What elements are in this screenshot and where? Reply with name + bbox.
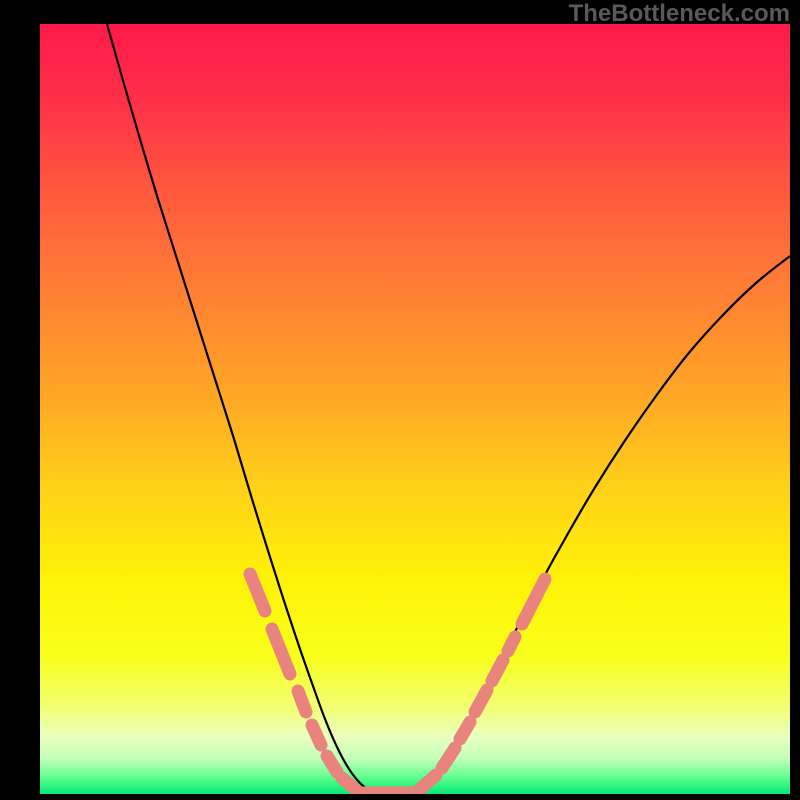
highlight-segment bbox=[460, 722, 470, 739]
curve-layer bbox=[40, 24, 790, 794]
highlight-segment bbox=[475, 690, 487, 712]
curve-path bbox=[384, 256, 790, 794]
highlight-segment bbox=[419, 775, 436, 790]
watermark-text: TheBottleneck.com bbox=[569, 0, 790, 28]
highlight-segment bbox=[312, 725, 321, 745]
highlight-segment bbox=[508, 637, 515, 651]
highlight-segment bbox=[272, 629, 290, 674]
curve-path bbox=[107, 24, 384, 794]
highlight-segment bbox=[250, 574, 265, 611]
highlight-segment bbox=[492, 660, 503, 681]
plot-area bbox=[40, 24, 790, 794]
highlight-segment bbox=[298, 691, 306, 712]
highlight-segment bbox=[522, 579, 545, 624]
highlight-segment bbox=[327, 756, 337, 772]
highlight-segment bbox=[342, 778, 356, 790]
highlight-segment bbox=[442, 748, 455, 768]
